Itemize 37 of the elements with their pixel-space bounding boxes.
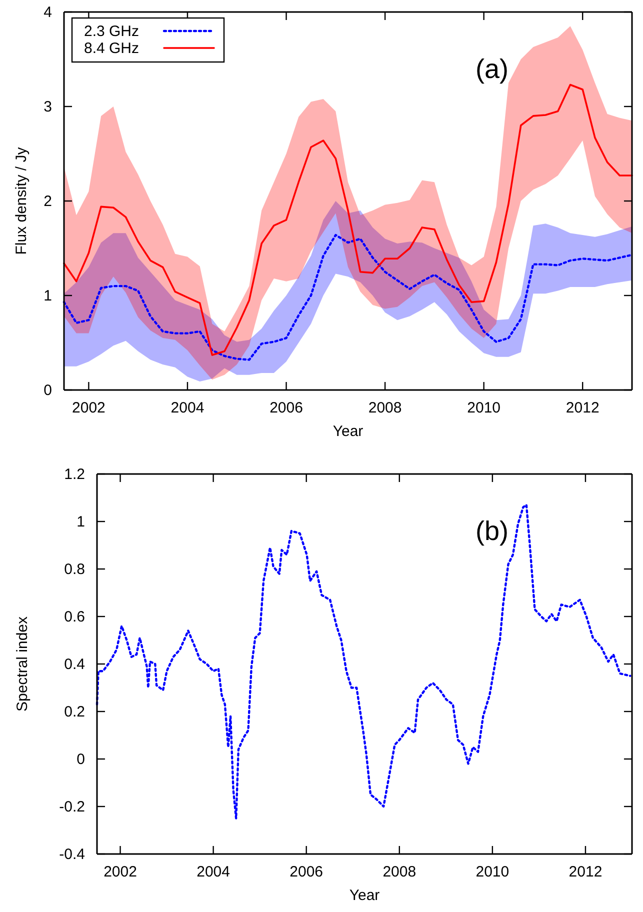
annotation: (a) xyxy=(476,54,508,84)
line-series xyxy=(63,84,633,356)
x-tick-label: 2010 xyxy=(467,400,501,417)
x-tick-label: 2002 xyxy=(72,400,106,417)
y-tick-label: 2 xyxy=(44,192,52,210)
y-axis-title: Spectral index xyxy=(14,616,31,712)
y-tick-label: 1 xyxy=(44,287,52,304)
y-tick-label: -0.4 xyxy=(59,846,85,863)
x-tick-label: 2008 xyxy=(382,864,416,881)
y-tick-label: 0.6 xyxy=(64,608,85,626)
x-tick-label: 2012 xyxy=(566,400,600,417)
x-axis-title: Year xyxy=(332,423,364,440)
x-tick-label: 2006 xyxy=(270,400,303,417)
x-tick-label: 2006 xyxy=(290,864,324,881)
x-axis-title: Year xyxy=(349,887,380,904)
x-tick-label: 2002 xyxy=(104,864,137,881)
y-tick-label: 0.8 xyxy=(64,560,85,578)
y-tick-label: 0 xyxy=(76,750,85,768)
y-tick-label: 1 xyxy=(76,513,85,530)
y-tick-label: 0.2 xyxy=(64,703,85,720)
legend-label: 2.3 GHz xyxy=(84,23,140,40)
line-series xyxy=(62,234,634,361)
y-axis-title: Flux density / Jy xyxy=(13,146,30,255)
line-series xyxy=(96,504,632,820)
y-tick-label: 4 xyxy=(44,4,52,21)
x-tick-label: 2004 xyxy=(196,864,230,881)
y-tick-label: 3 xyxy=(44,98,52,116)
legend-label: 8.4 GHz xyxy=(84,40,140,57)
y-tick-label: -0.2 xyxy=(59,798,85,816)
x-tick-label: 2012 xyxy=(568,864,602,881)
annotation: (b) xyxy=(476,516,508,546)
y-tick-label: 1.2 xyxy=(64,466,85,483)
x-tick-label: 2008 xyxy=(368,400,402,417)
y-tick-label: 0 xyxy=(44,382,52,399)
y-tick-label: 0.4 xyxy=(64,656,85,673)
x-tick-label: 2010 xyxy=(476,864,510,881)
x-tick-label: 2004 xyxy=(170,400,204,417)
